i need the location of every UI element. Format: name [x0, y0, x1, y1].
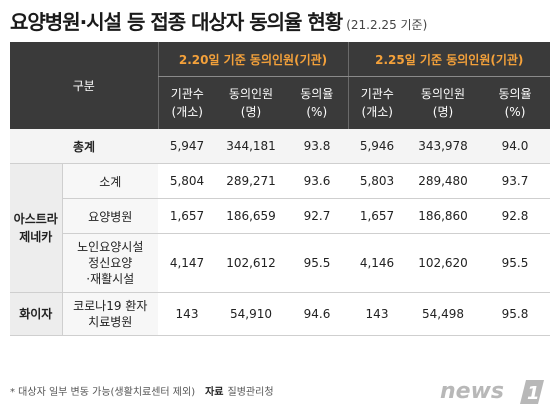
- page-subtitle: (21.2.25 기준): [346, 18, 428, 32]
- source-value: 질병관리청: [227, 386, 274, 398]
- cell-value: 92.8: [480, 198, 551, 234]
- cell-value: 54,910: [216, 292, 286, 336]
- cell-value: 344,181: [216, 129, 286, 164]
- header-row-top: 구분 2.20일 기준 동의인원(기관) 2.25일 기준 동의인원(기관): [10, 42, 551, 129]
- cell-value: 289,480: [406, 163, 480, 199]
- col-header-consent-count: 동의인원 (명): [216, 76, 286, 129]
- table-row-pfizer-covid-hospital: 화이자 코로나19 환자 치료병원 143 54,910 94.6 143 54,…: [10, 292, 551, 336]
- group-header-0225: 2.25일 기준 동의인원(기관): [347, 42, 551, 77]
- cell-value: 5,947: [158, 129, 216, 164]
- cell-value: 1,657: [348, 198, 406, 234]
- col-header-label: 동의율 (%): [300, 87, 334, 119]
- title-row: 요양병원·시설 등 접종 대상자 동의율 현황 (21.2.25 기준): [10, 6, 550, 40]
- cell-value: 93.8: [286, 129, 348, 164]
- consent-rate-table: 구분 2.20일 기준 동의인원(기관) 2.25일 기준 동의인원(기관) 기…: [10, 42, 551, 336]
- col-header-label: 동의인원 (명): [420, 87, 466, 119]
- cell-value: 289,271: [216, 163, 286, 199]
- cell-value: 92.7: [286, 198, 348, 234]
- footer: * 대상자 일부 변동 가능(생활치료센터 제외) 자료 질병관리청: [10, 380, 550, 400]
- row-label-text: 코로나19 환자 치료병원: [73, 299, 148, 329]
- col-header-label: 기관수 (개소): [170, 87, 204, 119]
- footer-note: * 대상자 일부 변동 가능(생활치료센터 제외): [10, 386, 196, 398]
- row-label: 코로나19 환자 치료병원: [61, 292, 158, 336]
- cell-value: 95.5: [286, 233, 348, 293]
- news1-logo: news 1: [440, 374, 548, 408]
- logo-mark-text: 1: [527, 383, 540, 404]
- cell-value: 1,657: [158, 198, 216, 234]
- cell-value: 102,612: [216, 233, 286, 293]
- col-header-institutions: 기관수 (개소): [347, 76, 406, 129]
- col-header-institutions: 기관수 (개소): [157, 76, 216, 129]
- cell-value: 102,620: [406, 233, 480, 293]
- row-label: 요양병원: [61, 198, 158, 234]
- col-header-label: 기관수 (개소): [360, 87, 394, 119]
- group-label-text: 아스트라 제네카: [13, 212, 58, 244]
- group-label-pfizer: 화이자: [10, 292, 62, 336]
- col-header-consent-count: 동의인원 (명): [406, 76, 480, 129]
- col-header-label: 동의인원 (명): [228, 87, 274, 119]
- table-row-astra-subtotal: 아스트라 제네카 소계 5,804 289,271 93.6 5,803 289,…: [10, 163, 551, 293]
- col-header-consent-rate: 동의율 (%): [286, 76, 348, 129]
- row-label-text: 노인요양시설 정신요양 ·재활시설: [77, 240, 144, 286]
- cell-value: 5,803: [348, 163, 406, 199]
- cell-value: 5,946: [348, 129, 406, 164]
- row-label: 노인요양시설 정신요양 ·재활시설: [61, 233, 158, 293]
- cell-value: 93.6: [286, 163, 348, 199]
- col-header-label: 동의율 (%): [498, 87, 532, 119]
- cell-value: 5,804: [158, 163, 216, 199]
- cell-value: 94.0: [480, 129, 551, 164]
- row-label-total: 총계: [10, 129, 158, 164]
- cell-value: 94.6: [286, 292, 348, 336]
- cell-value: 95.5: [480, 233, 551, 293]
- logo-text: news: [440, 379, 504, 404]
- cell-value: 343,978: [406, 129, 480, 164]
- page-title: 요양병원·시설 등 접종 대상자 동의율 현황: [10, 10, 343, 34]
- category-header: 구분: [10, 42, 158, 129]
- header-row-bottom: 기관수 (개소) 동의인원 (명) 동의율 (%) 기관수 (개소) 동의인원 (명) 동…: [10, 76, 551, 129]
- cell-value: 143: [158, 292, 216, 336]
- cell-value: 4,147: [158, 233, 216, 293]
- source-label: 자료: [205, 386, 224, 398]
- logo-mark-shape: [520, 380, 544, 404]
- table-row-astra-care-facility: 노인요양시설 정신요양 ·재활시설 4,147 102,612 95.5 4,146…: [10, 233, 551, 293]
- cell-value: 95.8: [480, 292, 551, 336]
- cell-value: 54,498: [406, 292, 480, 336]
- cell-value: 93.7: [480, 163, 551, 199]
- group-header-0220: 2.20일 기준 동의인원(기관): [157, 42, 348, 77]
- group-label-astrazeneca: 아스트라 제네카: [10, 163, 62, 293]
- cell-value: 186,659: [216, 198, 286, 234]
- cell-value: 143: [348, 292, 406, 336]
- cell-value: 186,860: [406, 198, 480, 234]
- cell-value: 4,146: [348, 233, 406, 293]
- table-row-total: 총계 5,947 344,181 93.8 5,946 343,978 94.0: [10, 129, 551, 164]
- row-label: 소계: [61, 163, 158, 199]
- col-header-consent-rate: 동의율 (%): [480, 76, 551, 129]
- table-row-astra-hospital: 요양병원 1,657 186,659 92.7 1,657 186,860 92…: [10, 198, 551, 234]
- news1-logo-icon: news 1: [440, 379, 544, 404]
